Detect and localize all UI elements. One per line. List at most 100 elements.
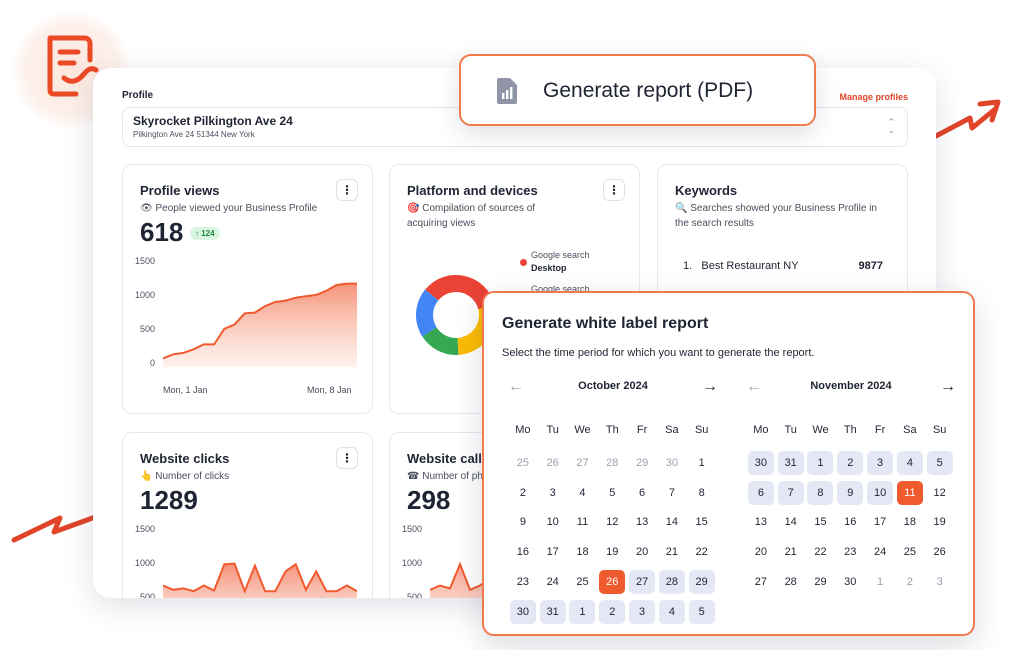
calendar-day[interactable]: 25 (903, 546, 916, 559)
calendar-day[interactable]: 8 (807, 480, 834, 505)
weekday-label: Mo (753, 424, 769, 436)
calendar-day[interactable]: 28 (784, 575, 797, 588)
calendar-day[interactable]: 20 (754, 546, 768, 559)
calendar-day[interactable]: 1 (807, 450, 834, 475)
calendar-day[interactable]: 2 (519, 486, 526, 499)
calendar-day[interactable]: 23 (516, 575, 530, 588)
weekday-label: Fr (636, 424, 648, 436)
calendar-day[interactable]: 13 (754, 516, 768, 529)
pie-slice (416, 289, 439, 337)
x-tick: Mon, 1 Jan (163, 385, 208, 395)
calendar-day[interactable]: 28 (606, 456, 619, 469)
calendar-day[interactable]: 31 (539, 599, 566, 624)
profile-views-value: 618 (140, 217, 184, 247)
calendar-day[interactable]: 24 (546, 575, 559, 588)
calendar-day[interactable]: 15 (814, 516, 827, 529)
more-menu-button[interactable]: ⋮ (336, 447, 358, 469)
calendar-day[interactable]: 3 (549, 486, 556, 499)
calendar-day[interactable]: 26 (546, 456, 559, 469)
calendar-day[interactable]: 29 (814, 575, 827, 588)
calendar-day[interactable]: 6 (747, 480, 774, 505)
calendar-day[interactable]: 26 (933, 546, 946, 559)
calendar-day[interactable]: 23 (844, 546, 857, 559)
more-menu-button[interactable]: ⋮ (336, 179, 358, 201)
calendar-day[interactable]: 14 (665, 516, 678, 529)
y-tick: 1500 (134, 256, 155, 266)
profile-name: Skyrocket Pilkington Ave 24 (133, 114, 293, 128)
calendar-day[interactable]: 10 (867, 480, 894, 505)
calendar-day[interactable]: 5 (688, 599, 715, 624)
calendar-day[interactable]: 13 (635, 516, 649, 529)
calendar-day[interactable]: 7 (777, 480, 804, 505)
calendar-day[interactable]: 25 (516, 456, 530, 469)
profile-label: Profile (122, 90, 154, 101)
calendar-day[interactable]: 21 (665, 546, 678, 559)
calendar-day[interactable]: 1 (877, 575, 884, 588)
calendar-day[interactable]: 14 (784, 516, 797, 529)
calendar-day[interactable]: 22 (695, 546, 708, 559)
calendar-day[interactable]: 18 (576, 546, 589, 559)
calendar-day[interactable]: 10 (546, 516, 559, 529)
calendar-day[interactable]: 18 (903, 516, 916, 529)
calendar-day[interactable]: 5 (926, 450, 953, 475)
calendar-day[interactable]: 1 (569, 599, 596, 624)
calendar-day[interactable]: 3 (936, 575, 943, 588)
calendar-day[interactable]: 27 (576, 456, 589, 469)
calendar-day[interactable]: 1 (698, 456, 705, 469)
more-menu-button[interactable]: ⋮ (603, 179, 625, 201)
calendar-day[interactable]: 19 (606, 546, 619, 559)
calendar-day[interactable]: 5 (609, 486, 616, 499)
y-tick: 1500 (134, 524, 155, 534)
calendar-day[interactable]: 30 (747, 450, 774, 475)
calendar-day[interactable]: 17 (873, 516, 887, 529)
weekday-label: We (812, 424, 829, 436)
calendar-day[interactable]: 15 (695, 516, 708, 529)
calendar-day[interactable]: 16 (844, 516, 857, 529)
calendar-day[interactable]: 12 (606, 516, 619, 529)
manage-profiles-link[interactable]: Manage profiles (839, 92, 908, 102)
y-tick: 500 (139, 592, 155, 598)
website-clicks-chart (163, 562, 357, 598)
arrow-left-icon[interactable]: ← (508, 378, 524, 395)
calendar-day[interactable]: 19 (933, 516, 946, 529)
modal-title: Generate white label report (502, 315, 709, 332)
calendar-day[interactable]: 16 (516, 546, 530, 559)
calendar-day[interactable]: 29 (635, 456, 649, 469)
calendar-day[interactable]: 21 (784, 546, 797, 559)
calendar-day[interactable]: 4 (658, 599, 685, 624)
calendar-day-selected[interactable]: 11 (896, 480, 923, 505)
calendar-day[interactable]: 29 (688, 569, 715, 594)
arrow-left-icon[interactable]: ← (746, 378, 762, 395)
calendar-day[interactable]: 12 (933, 486, 946, 499)
calendar-day[interactable]: 27 (629, 569, 656, 594)
calendar-day[interactable]: 22 (814, 546, 827, 559)
calendar-day[interactable]: 9 (837, 480, 864, 505)
arrow-right-icon[interactable]: → (940, 378, 956, 395)
calendar-day[interactable]: 3 (867, 450, 894, 475)
calendar-day[interactable]: 30 (844, 575, 857, 588)
calendar-day[interactable]: 25 (576, 575, 589, 588)
arrow-right-icon[interactable]: → (702, 378, 718, 395)
calendar-day[interactable]: 31 (777, 450, 804, 475)
series-line (163, 282, 357, 360)
calendar-day[interactable]: 11 (576, 516, 589, 529)
calendar-day[interactable]: 20 (635, 546, 649, 559)
calendar-day-selected[interactable]: 26 (599, 569, 626, 594)
calendar-day[interactable]: 2 (837, 450, 864, 475)
calendar-day[interactable]: 27 (754, 575, 768, 588)
calendar-day[interactable]: 30 (509, 599, 536, 624)
calendar-day[interactable]: 3 (629, 599, 656, 624)
calendar-day[interactable]: 8 (698, 486, 705, 499)
calendar-day[interactable]: 30 (665, 456, 678, 469)
calendar-day[interactable]: 28 (658, 569, 685, 594)
generate-report-button[interactable]: Generate report (PDF) (459, 54, 816, 126)
calendar-day[interactable]: 24 (873, 546, 887, 559)
calendar-day[interactable]: 2 (906, 575, 913, 588)
calendar-day[interactable]: 4 (579, 486, 586, 499)
calendar-day[interactable]: 17 (546, 546, 559, 559)
calendar-day[interactable]: 4 (896, 450, 923, 475)
calendar-day[interactable]: 6 (639, 486, 646, 499)
calendar-day[interactable]: 7 (668, 486, 675, 499)
calendar-day[interactable]: 2 (599, 599, 626, 624)
calendar-day[interactable]: 9 (519, 516, 526, 529)
